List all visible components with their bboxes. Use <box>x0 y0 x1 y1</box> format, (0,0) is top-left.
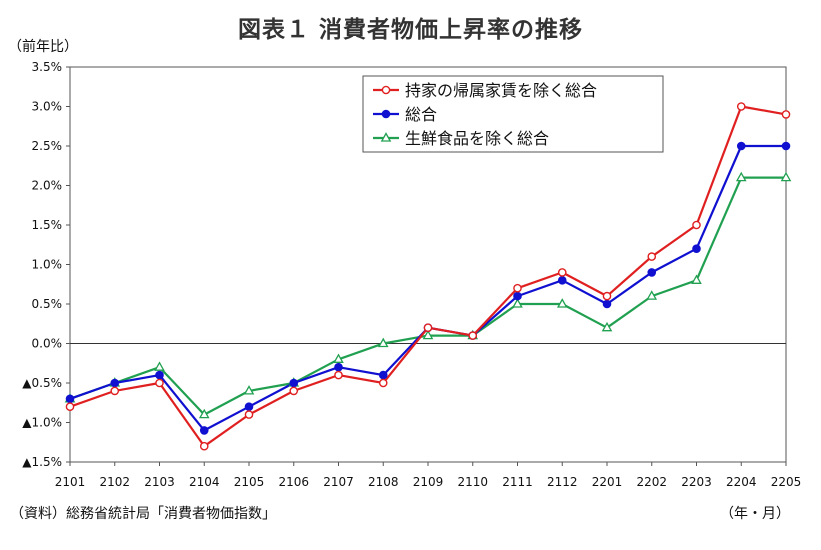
x-tick-label: 2107 <box>323 475 354 489</box>
data-point <box>155 378 164 388</box>
data-point <box>692 244 701 253</box>
data-point <box>556 298 568 308</box>
data-point <box>647 252 657 261</box>
y-tick-label: ▲0.5% <box>22 376 62 390</box>
x-tick-label: 2111 <box>502 475 533 489</box>
data-point <box>378 378 388 388</box>
legend-swatch-marker <box>380 132 392 142</box>
data-point <box>289 386 299 396</box>
legend-box <box>362 75 664 153</box>
data-point <box>736 141 746 151</box>
data-point <box>780 171 792 182</box>
legend-label: 持家の帰属家賃を除く総合 <box>405 81 597 100</box>
data-point <box>601 321 613 332</box>
data-point <box>333 353 344 363</box>
data-point <box>334 370 343 380</box>
legend-swatch-marker <box>381 85 391 95</box>
data-point <box>244 402 254 412</box>
y-tick-label: 3.5% <box>32 60 63 74</box>
data-point <box>602 299 612 309</box>
y-tick-label: 2.0% <box>32 179 63 193</box>
x-tick-label: 2101 <box>55 475 86 489</box>
x-tick-label: 2108 <box>368 475 399 489</box>
data-point <box>422 329 434 340</box>
x-tick-label: 2105 <box>234 475 265 489</box>
data-point <box>513 283 522 293</box>
source-note: （資料）総務省統計局「消費者物価指数」 <box>10 506 276 522</box>
data-point <box>692 220 701 230</box>
x-tick-label: 2102 <box>99 475 130 489</box>
data-point <box>513 291 522 301</box>
data-point <box>736 102 746 111</box>
legend-label: 生鮮食品を除く総合 <box>405 129 549 148</box>
data-point <box>199 441 209 451</box>
legend-swatch-marker <box>381 109 391 119</box>
data-point <box>244 410 254 419</box>
series-line <box>69 105 787 448</box>
x-tick-label: 2103 <box>144 475 175 489</box>
data-point <box>110 378 120 388</box>
y-tick-label: 0.5% <box>32 297 63 311</box>
data-point <box>557 268 567 277</box>
x-tick-label: 2201 <box>592 475 623 489</box>
data-point <box>602 291 612 301</box>
data-point <box>243 385 255 395</box>
data-point <box>781 141 791 151</box>
data-point <box>735 171 747 182</box>
y-tick-label: 3.0% <box>32 100 63 114</box>
x-tick-label: 2112 <box>547 475 578 489</box>
data-point <box>691 274 702 284</box>
y-tick-label: 2.5% <box>32 139 63 153</box>
data-point <box>110 386 120 396</box>
x-tick-label: 2110 <box>457 475 488 489</box>
x-tick-label: 2109 <box>413 475 444 489</box>
data-point <box>334 362 343 372</box>
y-tick-label: ▲1.5% <box>22 455 62 469</box>
data-point <box>646 290 658 300</box>
x-tick-label: 2204 <box>726 475 757 489</box>
y-tick-label: 1.5% <box>32 218 63 232</box>
x-tick-label: 2104 <box>189 475 220 489</box>
x-tick-label: 2202 <box>636 475 667 489</box>
y-unit-label: （前年比） <box>8 39 78 55</box>
data-point <box>512 298 523 308</box>
data-point <box>65 402 75 412</box>
data-point <box>377 337 389 348</box>
line-chart: 3.5% 3.0% 2.5% 2.0% 1.5% 1.0% 0.5% 0.0% ▲0.5% ▲1.… <box>22 60 802 489</box>
data-point <box>378 370 388 380</box>
data-point <box>557 276 567 285</box>
data-point <box>65 394 75 404</box>
data-point <box>198 408 210 419</box>
legend-label: 総合 <box>405 105 437 124</box>
data-point <box>199 426 209 435</box>
y-tick-label: 0.0% <box>32 337 63 351</box>
data-point <box>647 268 657 277</box>
series-line <box>69 176 786 416</box>
chart-title: 図表１ 消費者物価上昇率の推移 <box>237 17 583 43</box>
data-point <box>781 110 791 119</box>
data-point <box>423 323 433 333</box>
data-point <box>289 378 299 388</box>
x-tick-label: 2106 <box>278 475 309 489</box>
x-unit-label: （年・月） <box>720 506 790 522</box>
y-tick-label: 1.0% <box>32 258 63 272</box>
data-point <box>154 361 165 371</box>
data-point <box>155 370 164 380</box>
y-tick-label: ▲1.0% <box>22 416 62 430</box>
x-tick-label: 2205 <box>771 475 802 489</box>
x-tick-label: 2203 <box>681 475 712 489</box>
data-point <box>468 331 478 340</box>
